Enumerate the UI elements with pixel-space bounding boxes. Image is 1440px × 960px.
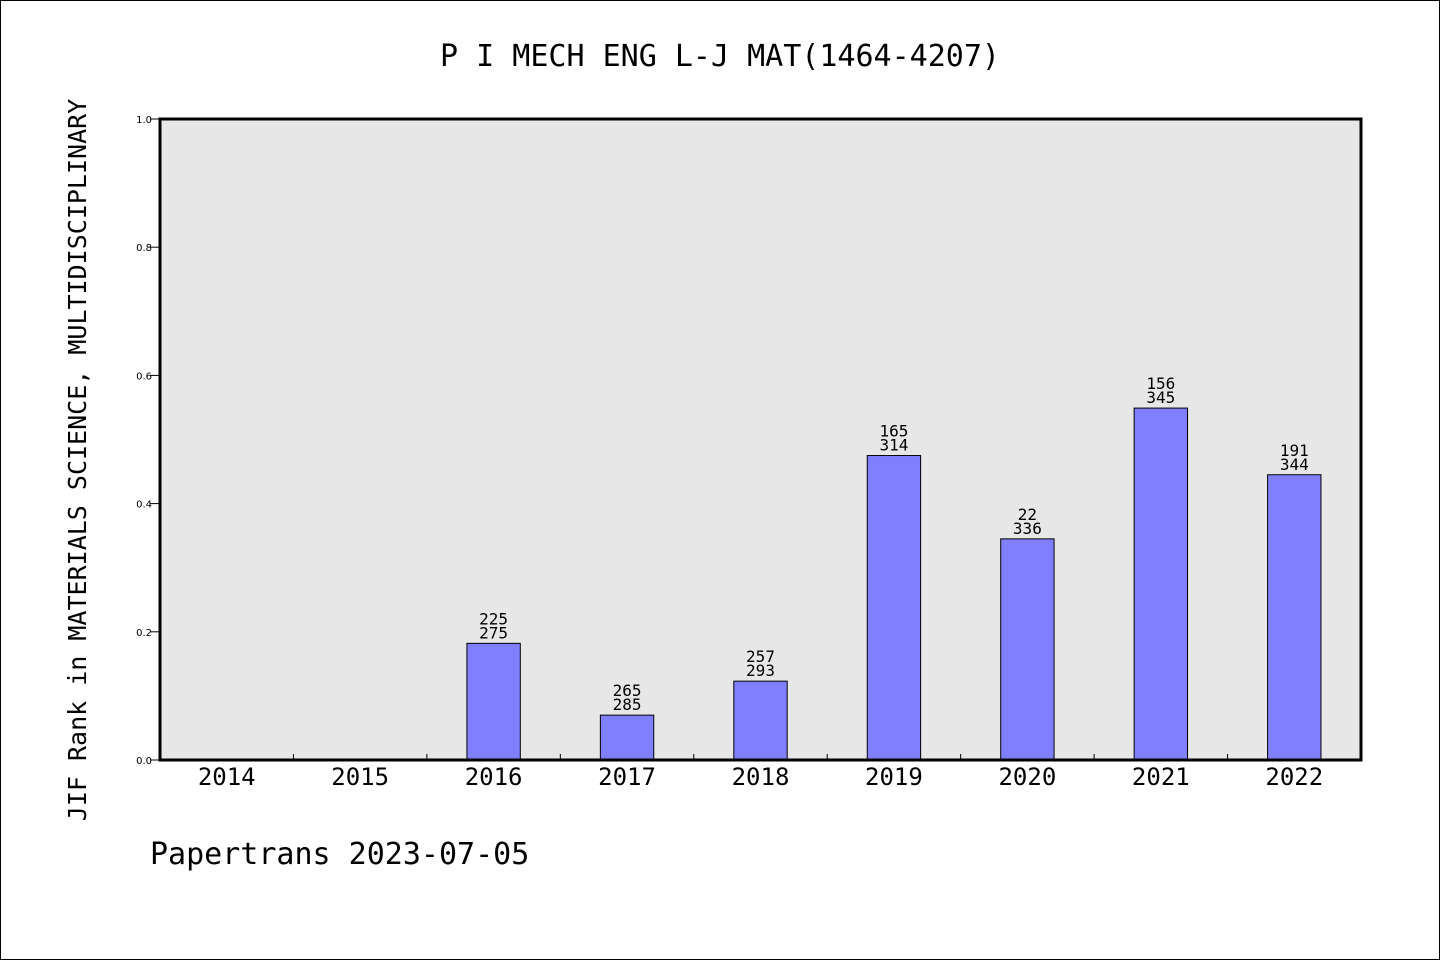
bar-2022 bbox=[1267, 474, 1322, 761]
bar-total-label: 314 bbox=[879, 436, 908, 455]
x-tick-label: 2020 bbox=[998, 763, 1056, 791]
y-tick-label: 1.0 bbox=[136, 115, 152, 126]
bar-2019 bbox=[866, 455, 922, 761]
y-tick-label: 0.0 bbox=[136, 756, 152, 767]
bar-rank-label: 265 bbox=[613, 681, 642, 700]
bar-total-label: 344 bbox=[1280, 455, 1309, 474]
x-tick-label: 2022 bbox=[1265, 763, 1323, 791]
x-tick-label: 2015 bbox=[331, 763, 389, 791]
x-tick-label: 2019 bbox=[865, 763, 923, 791]
y-tick-label: 0.8 bbox=[136, 243, 152, 254]
bar-2016 bbox=[466, 642, 521, 761]
bar-total-label: 293 bbox=[746, 661, 775, 680]
bar-rank-label: 257 bbox=[746, 647, 775, 666]
bar-rank-label: 225 bbox=[479, 609, 508, 628]
bar-rank-label: 165 bbox=[879, 422, 908, 441]
x-tick-label: 2018 bbox=[732, 763, 790, 791]
x-tick-label: 2017 bbox=[598, 763, 656, 791]
bar-2017 bbox=[599, 714, 655, 761]
bar-rank-label: 156 bbox=[1146, 374, 1175, 393]
y-tick-label: 0.4 bbox=[136, 500, 152, 511]
y-axis-ticks: 0.0 0.2 0.4 0.6 0.8 1.0 bbox=[136, 115, 160, 767]
bar-total-label: 345 bbox=[1146, 388, 1175, 407]
x-tick-label: 2014 bbox=[198, 763, 256, 791]
bar-2020 bbox=[1000, 538, 1055, 761]
footer-text: Papertrans 2023-07-05 bbox=[150, 837, 529, 872]
bar-2021 bbox=[1133, 407, 1189, 761]
y-axis-label: JIF Rank in MATERIALS SCIENCE, MULTIDISC… bbox=[63, 99, 92, 821]
y-tick-label: 0.2 bbox=[136, 628, 152, 639]
x-axis-ticks: 2014 2015 2016 2017 2018 2019 2020 2021 2022 bbox=[198, 754, 1323, 791]
plot-border bbox=[158, 117, 1363, 762]
bar-total-label: 336 bbox=[1013, 519, 1042, 538]
chart-title: P I MECH ENG L-J MAT(1464-4207) bbox=[440, 39, 1000, 74]
bar-rank-label: 22 bbox=[1018, 505, 1037, 524]
bar-series bbox=[466, 407, 1322, 761]
y-tick-label: 0.6 bbox=[136, 371, 152, 382]
x-tick-label: 2016 bbox=[465, 763, 523, 791]
bar-total-label: 275 bbox=[479, 623, 508, 642]
x-tick-label: 2021 bbox=[1132, 763, 1190, 791]
bar-rank-label: 191 bbox=[1280, 441, 1309, 460]
bar-2018 bbox=[733, 680, 788, 761]
bar-total-label: 285 bbox=[613, 695, 642, 714]
